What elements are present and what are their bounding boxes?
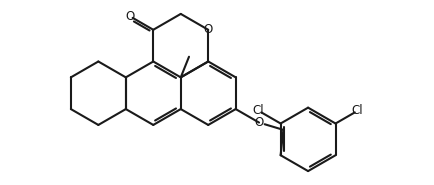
Text: O: O (254, 116, 264, 129)
Text: Cl: Cl (253, 104, 264, 117)
Text: O: O (125, 10, 135, 23)
Text: Cl: Cl (352, 104, 364, 117)
Text: O: O (204, 23, 213, 36)
